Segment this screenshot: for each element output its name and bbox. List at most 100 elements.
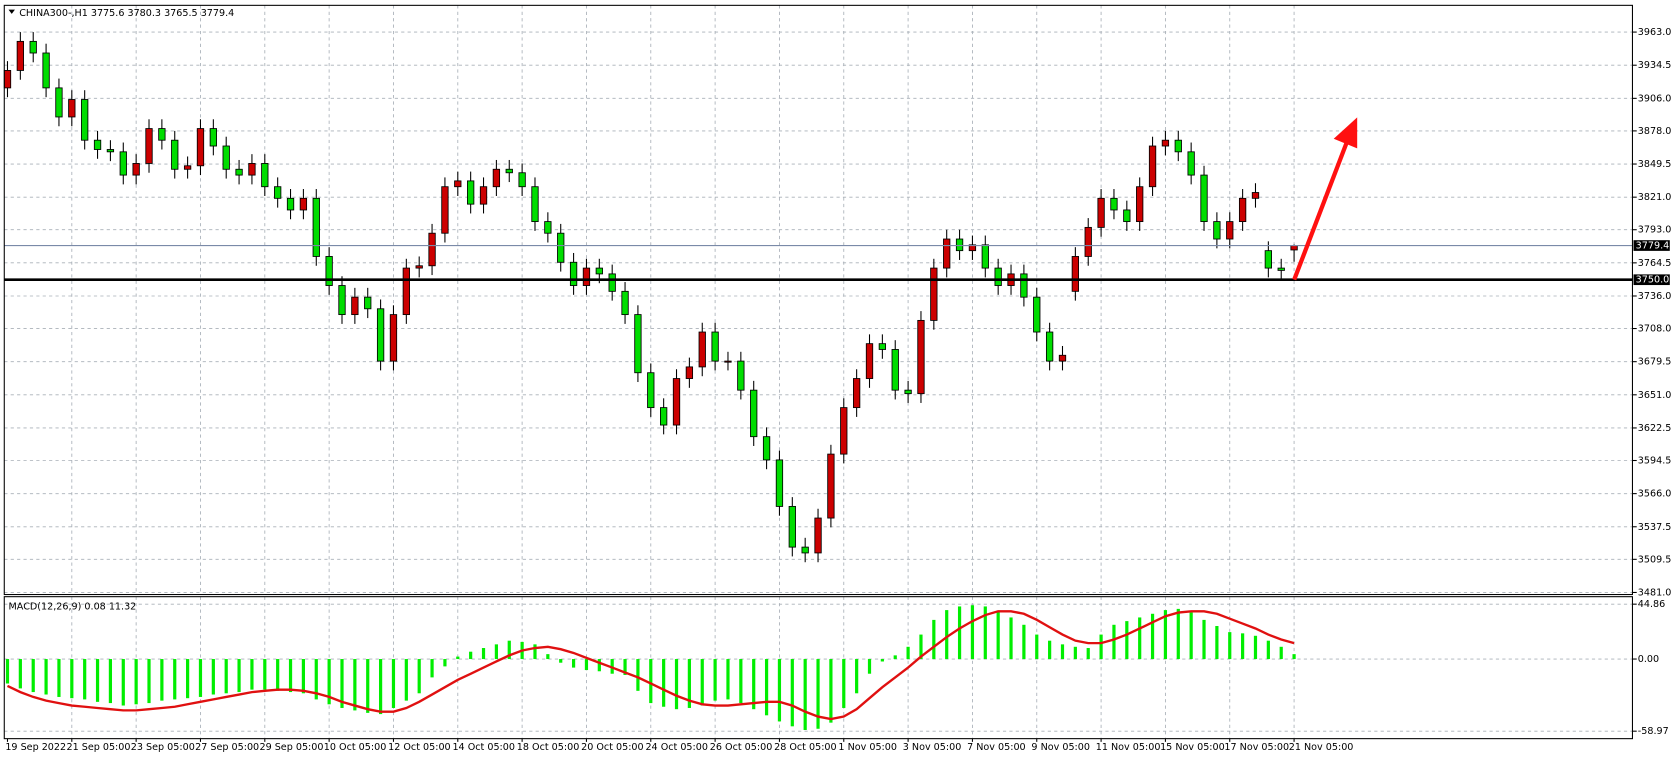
main-panel-frame (3, 4, 1633, 596)
macd-bar (803, 659, 807, 730)
macd-bar (880, 659, 884, 662)
y-tick-label: -58.97 (1638, 726, 1669, 737)
y-tick-label: 3821.0 (1638, 192, 1672, 203)
candle-body (479, 186, 488, 205)
candle-body (1187, 151, 1195, 176)
x-tick-label: 9 Nov 05:00 (1031, 742, 1090, 753)
candle-body (1277, 267, 1285, 271)
candle-body (248, 163, 256, 176)
macd-bar (1266, 640, 1270, 660)
candle-body (621, 290, 629, 316)
y-tick-label: 44.86 (1638, 599, 1665, 610)
x-tick-label: 29 Sep 05:00 (259, 742, 323, 753)
y-tick-label: 3594.5 (1638, 455, 1672, 466)
candle-body (711, 331, 719, 362)
macd-bar (919, 634, 923, 660)
macd-bar (906, 646, 910, 660)
macd-bar (687, 659, 691, 708)
candle-body (865, 343, 874, 379)
macd-bar (649, 659, 653, 704)
candle-body (968, 244, 977, 252)
macd-bar (816, 659, 820, 729)
macd-bar (1060, 644, 1065, 660)
macd-bar (867, 659, 872, 674)
candle-body (402, 267, 410, 316)
macd-bar (1189, 612, 1193, 660)
macd-bar (160, 659, 164, 701)
candle-body (454, 180, 462, 188)
candle-body (737, 360, 745, 391)
candle-body (930, 267, 938, 321)
marks-layer (3, 32, 1633, 730)
candle-body (1045, 331, 1054, 362)
macd-bar (108, 659, 113, 704)
macd-bar (1022, 624, 1026, 660)
macd-bar (829, 659, 833, 723)
macd-bar (1099, 634, 1103, 660)
candle-body (955, 238, 964, 252)
candle-body (1200, 174, 1208, 223)
y-tick-label: 3679.5 (1638, 357, 1672, 368)
x-tick-label: 20 Oct 05:00 (581, 742, 644, 753)
candle-body (788, 505, 796, 548)
macd-bar (327, 659, 331, 705)
candle-body (814, 517, 822, 554)
x-tick-label: 23 Sep 05:00 (131, 742, 195, 753)
candle-body (634, 314, 642, 374)
candle-body (840, 407, 848, 455)
macd-bar (945, 610, 949, 660)
x-tick-label: 1 Nov 05:00 (838, 742, 897, 753)
candle-body (685, 366, 694, 379)
y-tick-label: 3708.0 (1638, 324, 1672, 335)
candle-body (286, 197, 295, 211)
y-tick-label: 3622.5 (1638, 423, 1672, 434)
menu-triangle[interactable] (8, 9, 15, 14)
macd-bar (391, 659, 396, 708)
macd-bar (211, 659, 215, 695)
macd-bar (855, 659, 859, 694)
candle-body (1226, 221, 1234, 240)
candle-body (183, 165, 192, 170)
macd-bar (584, 659, 589, 671)
candle-body (132, 163, 140, 176)
chart-title: CHINA300-,H1 3775.6 3780.3 3765.5 3779.4 (19, 8, 234, 19)
x-tick-label: 12 Oct 05:00 (388, 742, 451, 753)
macd-bar (430, 659, 434, 678)
macd-bar (95, 659, 100, 702)
candle-body (351, 296, 359, 316)
candle-body (467, 180, 475, 205)
candle-body (917, 319, 925, 395)
macd-bar (700, 659, 704, 706)
price-line-label: 3779.4 (1636, 241, 1670, 252)
x-tick-label: 3 Nov 05:00 (903, 742, 962, 753)
x-tick-label: 14 Oct 05:00 (452, 742, 515, 753)
macd-bar (546, 654, 550, 660)
overlay-layer: 3963.0 3934.5 3906.0 3878.0 3849.5 3821.0 3793… (5, 27, 1671, 753)
macd-bar (70, 659, 74, 699)
candle-body (1058, 354, 1067, 362)
macd-bar (134, 659, 138, 705)
candle-body (801, 546, 809, 554)
macd-bar (1241, 633, 1245, 660)
macd-bar (1292, 654, 1296, 660)
y-tick-label: 3566.0 (1638, 489, 1672, 500)
macd-bar (893, 655, 897, 660)
macd-bar (18, 659, 22, 689)
candle-body (1110, 197, 1118, 211)
macd-bar (481, 648, 486, 660)
candle-body (1148, 145, 1157, 188)
macd-bar (263, 659, 267, 690)
x-tick-label: 27 Sep 05:00 (195, 742, 259, 753)
y-tick-label: 3878.0 (1638, 126, 1672, 137)
x-tick-label: 24 Oct 05:00 (645, 742, 708, 753)
macd-bar (31, 659, 35, 693)
x-tick-label: 21 Sep 05:00 (66, 742, 130, 753)
macd-bar (288, 659, 293, 693)
candle-body (762, 436, 771, 461)
x-tick-label: 17 Nov 05:00 (1224, 742, 1289, 753)
macd-bar (1035, 634, 1039, 660)
macd-bar (1048, 640, 1052, 660)
macd-bar (571, 659, 576, 668)
